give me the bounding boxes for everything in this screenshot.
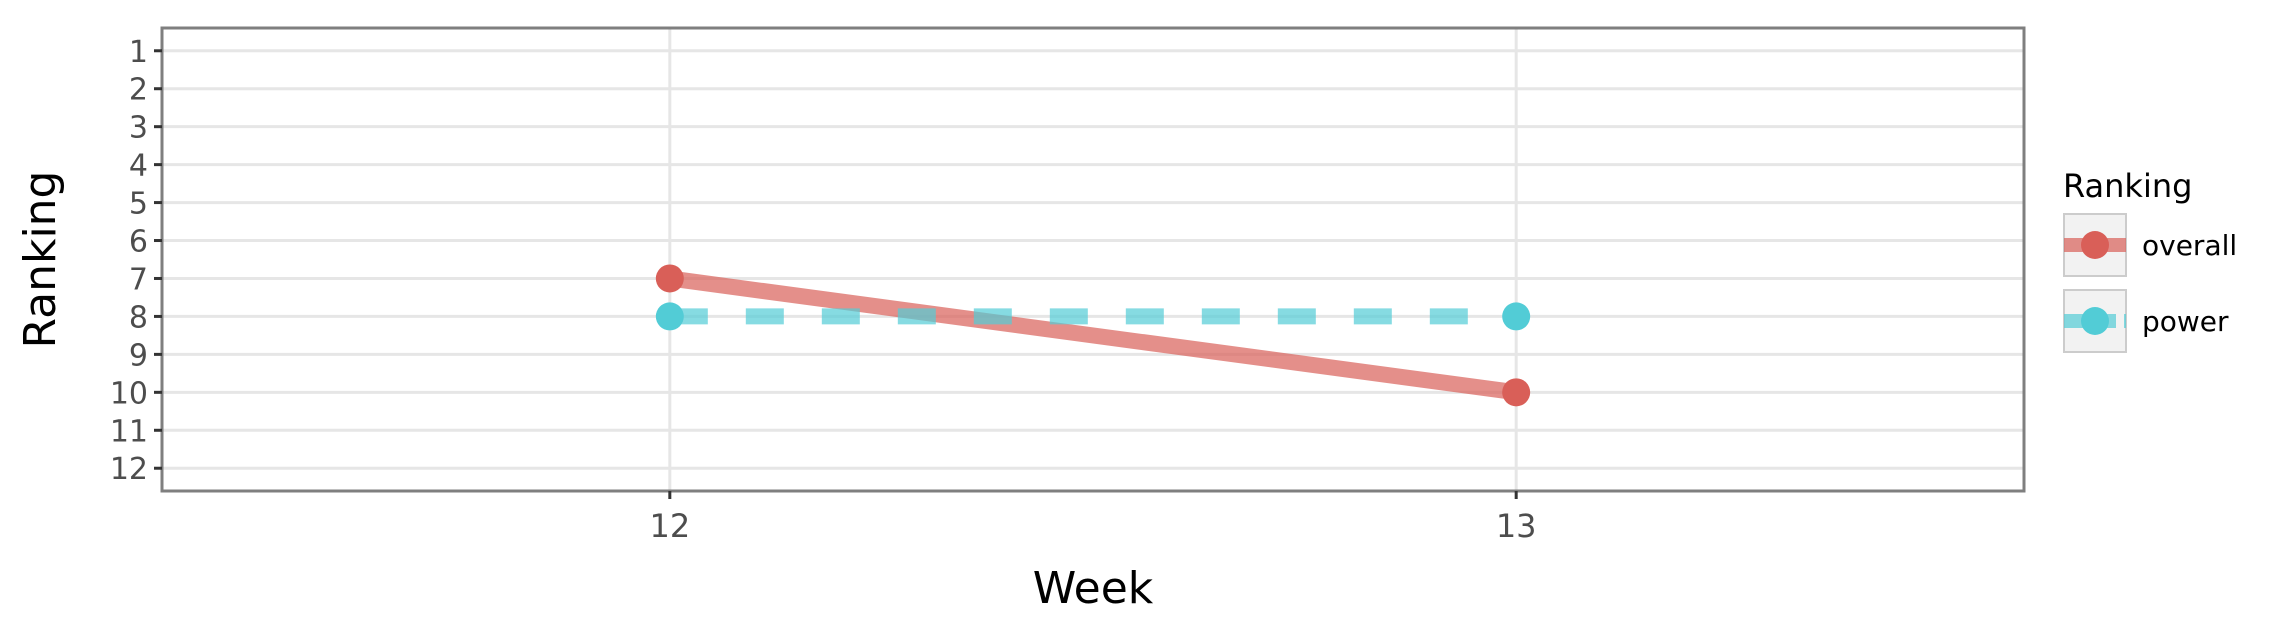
x-axis-ticks: 12 13 xyxy=(649,491,1537,545)
series-layer xyxy=(655,264,1531,407)
y-tick-label: 11 xyxy=(110,414,148,449)
plot-panel-border xyxy=(160,26,2026,493)
legend-key-power xyxy=(2063,289,2127,353)
y-tick-label: 7 xyxy=(129,262,148,297)
y-tick-label: 12 xyxy=(110,452,148,487)
grid-lines xyxy=(162,28,2024,491)
data-point-overall xyxy=(1502,378,1531,407)
x-tick-label: 12 xyxy=(649,507,690,545)
legend-label-overall: overall xyxy=(2142,229,2237,262)
series-line-overall xyxy=(668,270,1518,401)
legend-title: Ranking xyxy=(2063,167,2192,205)
y-tick-label: 4 xyxy=(129,149,148,184)
y-tick-label: 8 xyxy=(129,300,148,335)
y-tick-label: 3 xyxy=(129,111,148,146)
legend-key-overall xyxy=(2063,213,2127,277)
y-tick-label: 9 xyxy=(129,338,148,373)
legend-label-power: power xyxy=(2142,305,2229,338)
y-tick-label: 6 xyxy=(129,225,148,260)
legend: Ranking overall power xyxy=(2063,167,2237,353)
data-point-overall xyxy=(655,264,684,293)
data-point-power xyxy=(655,302,684,331)
x-tick-label: 13 xyxy=(1496,507,1537,545)
y-axis-title: Ranking xyxy=(15,171,66,349)
y-tick-label: 1 xyxy=(129,35,148,70)
y-tick-label: 10 xyxy=(110,376,148,411)
data-point-power xyxy=(1502,302,1531,331)
y-tick-label: 2 xyxy=(129,73,148,108)
x-axis-title: Week xyxy=(1033,563,1154,614)
y-tick-label: 5 xyxy=(129,187,148,222)
